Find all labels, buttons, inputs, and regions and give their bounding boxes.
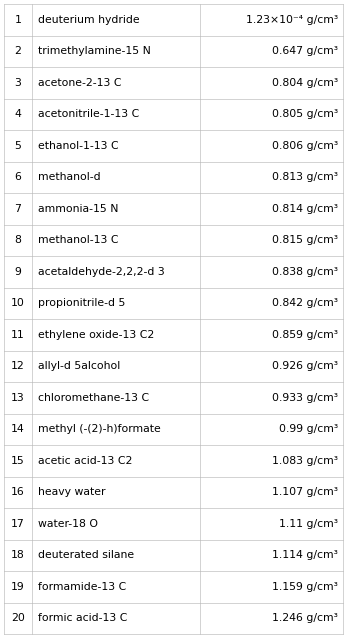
Text: 0.814 g/cm³: 0.814 g/cm³: [272, 204, 338, 214]
Text: 17: 17: [11, 519, 25, 529]
Text: 20: 20: [11, 613, 25, 623]
Text: 4: 4: [15, 109, 21, 119]
Text: 14: 14: [11, 424, 25, 434]
Text: 19: 19: [11, 582, 25, 592]
Text: 2: 2: [15, 46, 21, 56]
Text: 0.926 g/cm³: 0.926 g/cm³: [272, 361, 338, 371]
Text: 1.11 g/cm³: 1.11 g/cm³: [279, 519, 338, 529]
Text: 18: 18: [11, 550, 25, 560]
Text: 0.647 g/cm³: 0.647 g/cm³: [272, 46, 338, 56]
Text: heavy water: heavy water: [38, 488, 105, 497]
Text: 0.815 g/cm³: 0.815 g/cm³: [272, 235, 338, 245]
Text: propionitrile-d 5: propionitrile-d 5: [38, 298, 125, 308]
Text: 1.159 g/cm³: 1.159 g/cm³: [272, 582, 338, 592]
Text: formic acid-13 C: formic acid-13 C: [38, 613, 127, 623]
Text: deuterium hydride: deuterium hydride: [38, 15, 140, 24]
Text: 16: 16: [11, 488, 25, 497]
Text: trimethylamine-15 N: trimethylamine-15 N: [38, 46, 151, 56]
Text: 0.933 g/cm³: 0.933 g/cm³: [272, 393, 338, 402]
Text: 3: 3: [15, 78, 21, 88]
Text: formamide-13 C: formamide-13 C: [38, 582, 126, 592]
Text: 1: 1: [15, 15, 21, 24]
Text: 5: 5: [15, 141, 21, 151]
Text: 15: 15: [11, 456, 25, 466]
Text: 9: 9: [15, 267, 21, 277]
Text: 1.114 g/cm³: 1.114 g/cm³: [272, 550, 338, 560]
Text: allyl-d 5alcohol: allyl-d 5alcohol: [38, 361, 120, 371]
Text: acetaldehyde-2,2,2-d 3: acetaldehyde-2,2,2-d 3: [38, 267, 165, 277]
Text: methanol-13 C: methanol-13 C: [38, 235, 119, 245]
Text: chloromethane-13 C: chloromethane-13 C: [38, 393, 149, 402]
Text: 0.806 g/cm³: 0.806 g/cm³: [272, 141, 338, 151]
Text: 6: 6: [15, 172, 21, 182]
Text: 0.99 g/cm³: 0.99 g/cm³: [279, 424, 338, 434]
Text: ethanol-1-13 C: ethanol-1-13 C: [38, 141, 119, 151]
Text: 0.813 g/cm³: 0.813 g/cm³: [272, 172, 338, 182]
Text: 11: 11: [11, 330, 25, 340]
Text: 0.842 g/cm³: 0.842 g/cm³: [272, 298, 338, 308]
Text: 1.23×10⁻⁴ g/cm³: 1.23×10⁻⁴ g/cm³: [246, 15, 338, 24]
Text: 0.805 g/cm³: 0.805 g/cm³: [272, 109, 338, 119]
Text: 13: 13: [11, 393, 25, 402]
Text: water-18 O: water-18 O: [38, 519, 98, 529]
Text: acetonitrile-1-13 C: acetonitrile-1-13 C: [38, 109, 139, 119]
Text: 0.859 g/cm³: 0.859 g/cm³: [272, 330, 338, 340]
Text: deuterated silane: deuterated silane: [38, 550, 134, 560]
Text: acetone-2-13 C: acetone-2-13 C: [38, 78, 121, 88]
Text: 7: 7: [15, 204, 21, 214]
Text: 12: 12: [11, 361, 25, 371]
Text: 1.107 g/cm³: 1.107 g/cm³: [272, 488, 338, 497]
Text: acetic acid-13 C2: acetic acid-13 C2: [38, 456, 132, 466]
Text: 10: 10: [11, 298, 25, 308]
Text: methanol-d: methanol-d: [38, 172, 101, 182]
Text: 1.246 g/cm³: 1.246 g/cm³: [272, 613, 338, 623]
Text: 0.804 g/cm³: 0.804 g/cm³: [272, 78, 338, 88]
Text: ethylene oxide-13 C2: ethylene oxide-13 C2: [38, 330, 154, 340]
Text: 8: 8: [15, 235, 21, 245]
Text: methyl (-(2)-h)formate: methyl (-(2)-h)formate: [38, 424, 161, 434]
Text: ammonia-15 N: ammonia-15 N: [38, 204, 119, 214]
Text: 0.838 g/cm³: 0.838 g/cm³: [272, 267, 338, 277]
Text: 1.083 g/cm³: 1.083 g/cm³: [272, 456, 338, 466]
